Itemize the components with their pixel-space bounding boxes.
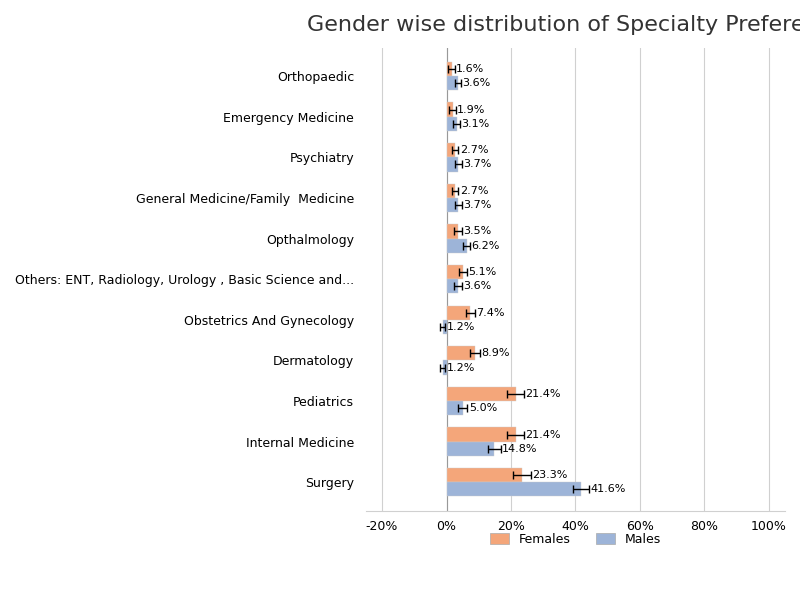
Bar	[446, 157, 458, 171]
Bar	[446, 239, 466, 253]
Text: 2.7%: 2.7%	[460, 145, 488, 155]
Text: 41.6%: 41.6%	[590, 484, 626, 494]
Text: 5.0%: 5.0%	[469, 403, 497, 413]
Text: 3.6%: 3.6%	[463, 281, 491, 292]
Text: 3.6%: 3.6%	[462, 78, 491, 88]
Text: 1.6%: 1.6%	[456, 64, 485, 74]
Legend: Females, Males: Females, Males	[485, 528, 666, 551]
Bar	[446, 441, 494, 456]
Text: 21.4%: 21.4%	[525, 389, 560, 399]
Bar	[446, 427, 515, 441]
Text: 3.1%: 3.1%	[461, 119, 490, 129]
Text: 23.3%: 23.3%	[532, 470, 567, 480]
Text: 3.7%: 3.7%	[463, 159, 491, 170]
Text: 3.7%: 3.7%	[463, 200, 491, 210]
Bar	[446, 265, 463, 279]
Text: 3.5%: 3.5%	[463, 227, 491, 236]
Text: 14.8%: 14.8%	[502, 444, 538, 454]
Bar	[446, 224, 458, 239]
Title: Gender wise distribution of Specialty Preference: Gender wise distribution of Specialty Pr…	[306, 15, 800, 35]
Bar	[446, 387, 515, 401]
Text: 2.7%: 2.7%	[460, 186, 488, 196]
Text: 8.9%: 8.9%	[482, 348, 510, 358]
Bar	[446, 102, 453, 117]
Bar	[442, 320, 446, 334]
Bar	[446, 306, 470, 320]
Text: 7.4%: 7.4%	[477, 308, 505, 318]
Text: 1.2%: 1.2%	[446, 362, 475, 372]
Bar	[446, 143, 455, 157]
Bar	[446, 76, 458, 90]
Text: 6.2%: 6.2%	[472, 240, 500, 250]
Bar	[446, 468, 522, 483]
Text: 1.9%: 1.9%	[457, 105, 486, 115]
Bar	[446, 62, 452, 76]
Text: 1.2%: 1.2%	[446, 322, 475, 332]
Text: 5.1%: 5.1%	[468, 267, 496, 277]
Bar	[446, 117, 457, 131]
Bar	[446, 198, 458, 212]
Bar	[446, 346, 475, 361]
Bar	[446, 279, 458, 293]
Bar	[446, 483, 581, 496]
Text: 21.4%: 21.4%	[525, 430, 560, 440]
Bar	[442, 361, 446, 375]
Bar	[446, 401, 462, 415]
Bar	[446, 184, 455, 198]
